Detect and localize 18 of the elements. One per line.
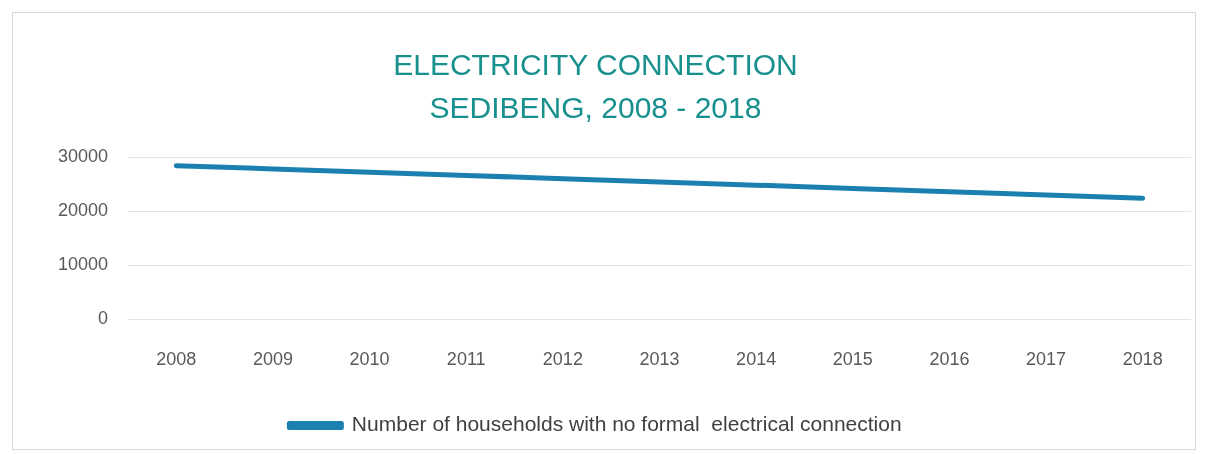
x-tick-label: 2018 xyxy=(1122,349,1163,370)
x-tick-label: 2014 xyxy=(736,349,777,370)
chart-subtitle: SEDIBENG, 2008 - 2018 xyxy=(429,91,762,125)
chart-title: ELECTRICITY CONNECTION xyxy=(393,48,798,82)
x-tick-label: 2015 xyxy=(832,349,873,370)
x-tick-label: 2011 xyxy=(446,349,486,370)
y-tick-label: 10000 xyxy=(57,254,108,275)
x-tick-label: 2009 xyxy=(252,349,293,370)
x-tick-label: 2013 xyxy=(639,349,680,370)
x-tick-label: 2017 xyxy=(1026,349,1067,370)
x-tick-label: 2016 xyxy=(929,349,970,370)
y-tick-label: 0 xyxy=(97,308,108,329)
x-tick-label: 2008 xyxy=(156,349,197,370)
x-tick-label: 2010 xyxy=(349,349,390,370)
y-tick-label: 20000 xyxy=(57,200,108,221)
x-tick-label: 2012 xyxy=(542,349,583,370)
y-tick-label: 30000 xyxy=(57,145,108,166)
legend-label: Number of households with no formal electrical connection xyxy=(351,412,902,436)
